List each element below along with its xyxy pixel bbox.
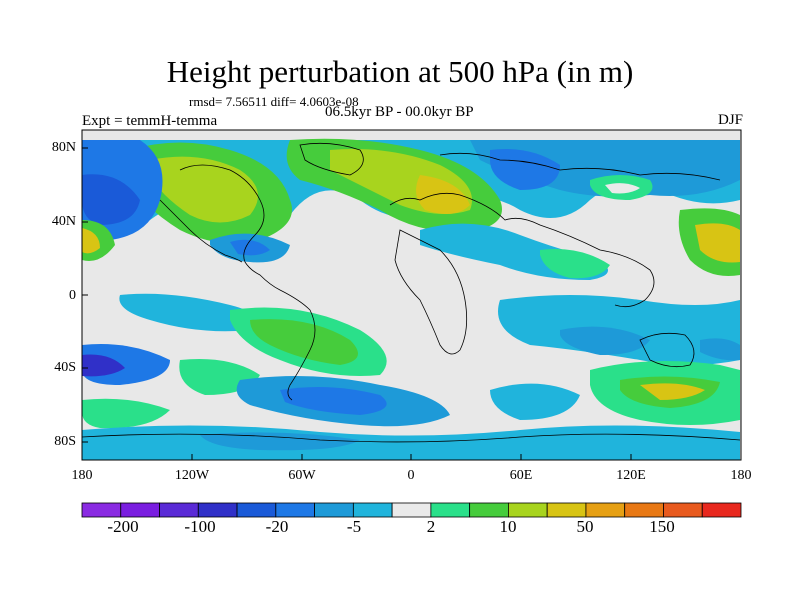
axis-ticks <box>82 147 632 460</box>
colorbar-label: -5 <box>346 517 362 536</box>
lat-label-80s: 80S <box>54 434 76 449</box>
lon-label-180e: 180 <box>730 468 752 483</box>
colorbar-swatch <box>81 502 122 518</box>
experiment-label: Expt = temmH-temma <box>82 113 218 129</box>
colorbar-swatch <box>508 502 548 518</box>
stats-line: rmsd= 7.56511 diff= 4.0603e-08 <box>189 94 359 109</box>
lat-label-40s: 40S <box>54 360 76 375</box>
period-label: 06.5kyr BP - 00.0kyr BP <box>325 104 474 120</box>
colorbar-swatch <box>159 502 199 518</box>
colorbar-swatch <box>430 502 471 518</box>
lon-label-120w: 120W <box>174 468 210 483</box>
season-label: DJF <box>717 112 743 128</box>
colorbar-swatch <box>585 502 626 518</box>
colorbar-swatch <box>275 502 315 518</box>
colorbar-label: 2 <box>426 517 436 536</box>
colorbar-label: 150 <box>649 517 675 536</box>
map-title: Height perturbation at 500 hPa (in m) <box>166 54 634 89</box>
colorbar-swatch <box>197 502 238 518</box>
colorbar-label: -20 <box>265 517 289 536</box>
colorbar-swatch <box>663 502 703 518</box>
colorbar-swatch <box>352 502 393 518</box>
lat-label-40n: 40N <box>51 214 76 229</box>
colorbar-swatch <box>624 502 664 518</box>
colorbar-swatch <box>236 502 277 518</box>
lon-label-60w: 60W <box>288 468 316 483</box>
colorbar-swatch <box>546 502 587 518</box>
lon-label-120e: 120E <box>616 468 646 483</box>
colorbar-swatch <box>391 502 432 518</box>
lon-label-0: 0 <box>407 468 415 483</box>
colorbar-swatch <box>120 502 160 518</box>
colorbar-swatch <box>469 502 509 518</box>
colorbar-label: 50 <box>576 517 594 536</box>
colorbar-swatch <box>701 502 742 518</box>
colorbar-swatch <box>314 502 354 518</box>
height-field <box>82 130 741 460</box>
colorbar-label: 10 <box>499 517 517 536</box>
lon-label-180w: 180 <box>71 468 93 483</box>
colorbar-label: -100 <box>184 517 216 536</box>
coastlines <box>82 142 741 443</box>
lon-label-60e: 60E <box>509 468 533 483</box>
lat-label-0: 0 <box>69 288 76 303</box>
colorbar-label: -200 <box>107 517 139 536</box>
lat-label-80n: 80N <box>51 140 76 155</box>
